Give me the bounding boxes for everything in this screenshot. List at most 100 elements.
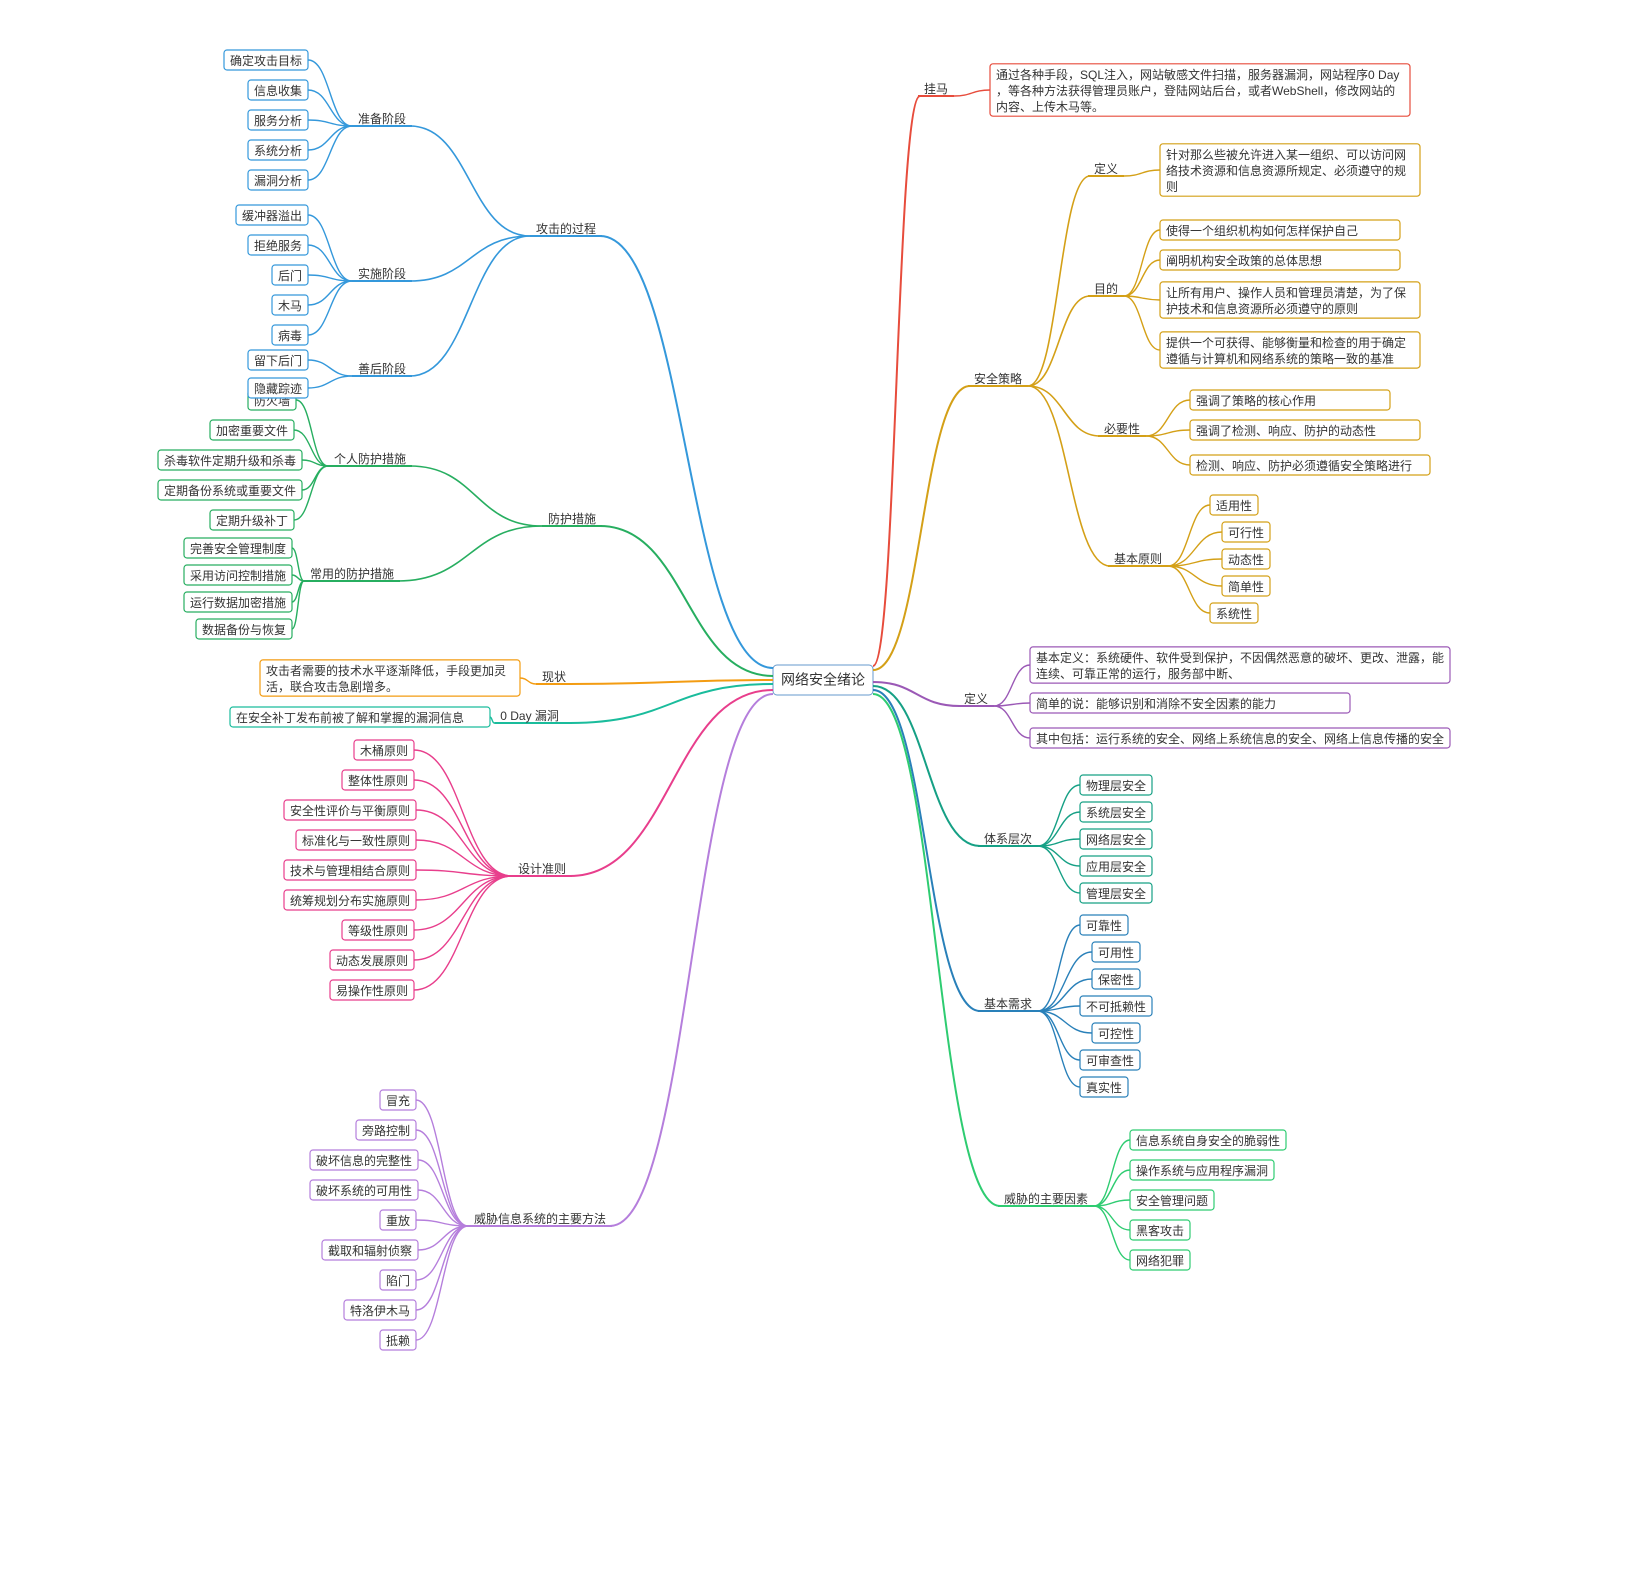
leaf-label: 应用层安全 — [1086, 859, 1146, 874]
leaf-label: 不可抵赖性 — [1086, 1000, 1146, 1014]
branch-edge — [1028, 176, 1090, 386]
branch-edge — [1028, 386, 1110, 566]
leaf-edge — [1124, 230, 1160, 296]
branch-label: 常用的防护措施 — [310, 566, 394, 581]
branch-label: 攻击的过程 — [536, 221, 596, 236]
leaf-edge — [308, 281, 352, 305]
leaf-edge — [292, 548, 304, 581]
leaf-edge — [1038, 846, 1080, 866]
leaf-edge — [1038, 925, 1080, 1011]
branch-label: 防护措施 — [548, 511, 596, 526]
leaf-label: 黑客攻击 — [1136, 1223, 1184, 1238]
leaf-label: 动态发展原则 — [336, 953, 408, 968]
leaf-label: 基本定义：系统硬件、软件受到保护，不因偶然恶意的破坏、更改、泄露，能 — [1036, 650, 1444, 665]
branch-edge — [873, 386, 970, 670]
branch-edge — [410, 126, 530, 236]
leaf-edge — [292, 581, 304, 629]
branch-label: 现状 — [542, 670, 566, 684]
leaf-label: 通过各种手段，SQL注入，网站敏感文件扫描，服务器漏洞，网站程序0 Day — [996, 67, 1399, 82]
leaf-label: 数据备份与恢复 — [202, 622, 286, 637]
leaf-edge — [954, 90, 990, 96]
leaf-label: 整体性原则 — [348, 773, 408, 788]
leaf-edge — [414, 876, 512, 930]
leaf-edge — [1094, 1206, 1130, 1230]
branch-edge — [873, 690, 980, 1011]
leaf-label: 破坏系统的可用性 — [316, 1183, 412, 1198]
leaf-label: 可靠性 — [1086, 919, 1122, 933]
leaf-edge — [1094, 1140, 1130, 1206]
leaf-label: 木桶原则 — [360, 743, 408, 758]
branch-label: 实施阶段 — [358, 266, 406, 281]
leaf-edge — [414, 780, 512, 876]
leaf-edge — [414, 876, 512, 990]
branch-label: 基本原则 — [1114, 552, 1162, 566]
leaf-edge — [1146, 436, 1190, 465]
leaf-label: 在安全补丁发布前被了解和掌握的漏洞信息 — [236, 710, 464, 725]
leaf-label: 则 — [1166, 180, 1178, 194]
leaf-edge — [292, 575, 304, 581]
leaf-label: 适用性 — [1216, 499, 1252, 513]
leaf-edge — [308, 60, 352, 126]
leaf-label: 加密重要文件 — [216, 423, 288, 438]
leaf-label: 可用性 — [1098, 946, 1134, 960]
leaf-label: 信息收集 — [254, 83, 302, 98]
leaf-label: 检测、响应、防护必须遵循安全策略进行 — [1196, 458, 1412, 473]
leaf-edge — [1038, 1011, 1080, 1060]
branch-label: 必要性 — [1104, 422, 1140, 436]
mindmap-canvas: 网络安全绪论威胁信息系统的主要方法冒充旁路控制破坏信息的完整性破坏系统的可用性重… — [0, 0, 1646, 1579]
leaf-label: 其中包括：运行系统的安全、网络上系统信息的安全、网络上信息传播的安全 — [1036, 731, 1444, 746]
branch-label: 体系层次 — [984, 832, 1032, 846]
leaf-edge — [1124, 170, 1160, 176]
branch-label: 准备阶段 — [358, 111, 406, 126]
leaf-label: 连续、可靠正常的运行，服务部中断、 — [1036, 666, 1240, 681]
leaf-label: 可控性 — [1098, 1027, 1134, 1041]
leaf-label: 陷门 — [386, 1273, 410, 1288]
leaf-label: 简单的说：能够识别和消除不安全因素的能力 — [1036, 696, 1276, 711]
branch-label: 基本需求 — [984, 997, 1032, 1011]
leaf-edge — [994, 706, 1030, 738]
leaf-label: 安全性评价与平衡原则 — [290, 803, 410, 818]
leaf-edge — [1038, 1011, 1080, 1087]
leaf-label: 采用访问控制措施 — [190, 569, 286, 583]
leaf-edge — [1038, 846, 1080, 893]
leaf-label: 杀毒软件定期升级和杀毒 — [164, 453, 296, 468]
leaf-label: 病毒 — [278, 328, 302, 343]
leaf-edge — [308, 215, 352, 281]
leaf-label: 操作系统与应用程序漏洞 — [1136, 1163, 1268, 1178]
leaf-label: 统筹规划分布实施原则 — [290, 893, 410, 908]
leaf-label: 特洛伊木马 — [350, 1303, 410, 1318]
leaf-label: 阐明机构安全政策的总体思想 — [1166, 253, 1322, 268]
leaf-label: 定期升级补丁 — [216, 513, 288, 528]
branch-label: 挂马 — [924, 82, 948, 96]
leaf-edge — [1038, 785, 1080, 846]
leaf-label: 抵赖 — [386, 1334, 410, 1348]
leaf-edge — [1124, 296, 1160, 350]
leaf-edge — [1168, 532, 1222, 566]
leaf-edge — [302, 460, 328, 466]
branch-edge — [398, 526, 542, 581]
leaf-edge — [1146, 430, 1190, 436]
leaf-edge — [416, 1130, 468, 1226]
branch-edge — [610, 694, 773, 1226]
leaf-edge — [520, 678, 536, 684]
branch-edge — [570, 684, 773, 723]
leaf-edge — [490, 717, 494, 723]
branch-label: 善后阶段 — [358, 361, 406, 376]
branch-edge — [1028, 296, 1090, 386]
leaf-label: ，等各种方法获得管理员账户，登陆网站后台，或者WebShell，修改网站的 — [996, 83, 1395, 98]
leaf-label: 络技术资源和信息资源所规定、必须遵守的规 — [1166, 163, 1406, 178]
branch-edge — [570, 680, 773, 684]
leaf-edge — [416, 1226, 468, 1280]
branch-label: 个人防护措施 — [334, 451, 406, 466]
leaf-label: 让所有用户、操作人员和管理员清楚，为了保 — [1166, 285, 1406, 300]
leaf-label: 提供一个可获得、能够衡量和检查的用于确定 — [1166, 335, 1406, 350]
leaf-label: 物理层安全 — [1086, 778, 1146, 793]
branch-label: 威胁的主要因素 — [1004, 1191, 1088, 1206]
leaf-edge — [302, 466, 328, 490]
leaf-label: 拒绝服务 — [254, 238, 302, 253]
branch-edge — [570, 690, 773, 876]
leaf-edge — [308, 126, 352, 180]
leaf-label: 信息系统自身安全的脆弱性 — [1136, 1133, 1280, 1148]
leaf-label: 冒充 — [386, 1093, 410, 1108]
branch-label: 定义 — [964, 691, 988, 706]
